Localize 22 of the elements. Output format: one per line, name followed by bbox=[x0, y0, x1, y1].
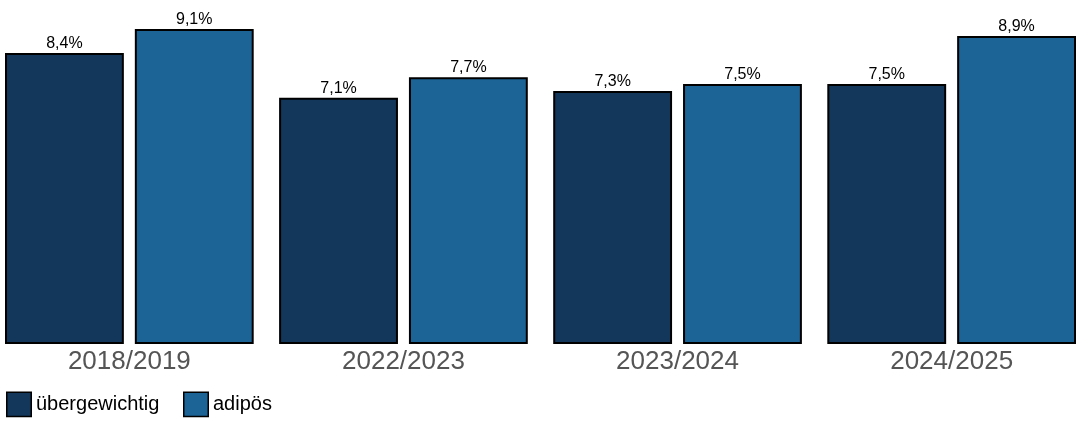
data-label: 8,9% bbox=[998, 16, 1035, 34]
x-tick-label: 2023/2024 bbox=[616, 344, 739, 375]
x-tick-label: 2018/2019 bbox=[67, 344, 191, 375]
x-tick-label: 2024/2025 bbox=[890, 344, 1014, 375]
legend-label: übergewichtig bbox=[36, 392, 160, 415]
data-label: 9,1% bbox=[176, 10, 213, 28]
bar bbox=[5, 53, 124, 344]
bar bbox=[279, 97, 398, 344]
data-label: 7,3% bbox=[594, 71, 631, 89]
bar bbox=[827, 84, 947, 344]
x-tick-label: 2022/2023 bbox=[342, 344, 465, 375]
data-label: 7,1% bbox=[320, 78, 357, 96]
legend-label: adipös bbox=[213, 392, 272, 415]
data-label: 7,7% bbox=[450, 58, 487, 76]
data-label: 7,5% bbox=[724, 65, 761, 83]
data-label: 7,5% bbox=[868, 65, 905, 83]
bar bbox=[553, 90, 673, 344]
data-label: 8,4% bbox=[46, 34, 83, 52]
bar bbox=[683, 84, 802, 344]
bar bbox=[408, 77, 528, 344]
bar bbox=[957, 35, 1076, 344]
bar bbox=[134, 29, 254, 344]
